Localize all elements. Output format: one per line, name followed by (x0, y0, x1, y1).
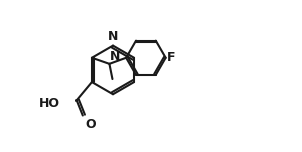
Text: N: N (110, 50, 120, 63)
Text: HO: HO (39, 97, 60, 110)
Text: N: N (108, 30, 118, 43)
Text: O: O (85, 118, 96, 131)
Text: F: F (167, 51, 176, 64)
